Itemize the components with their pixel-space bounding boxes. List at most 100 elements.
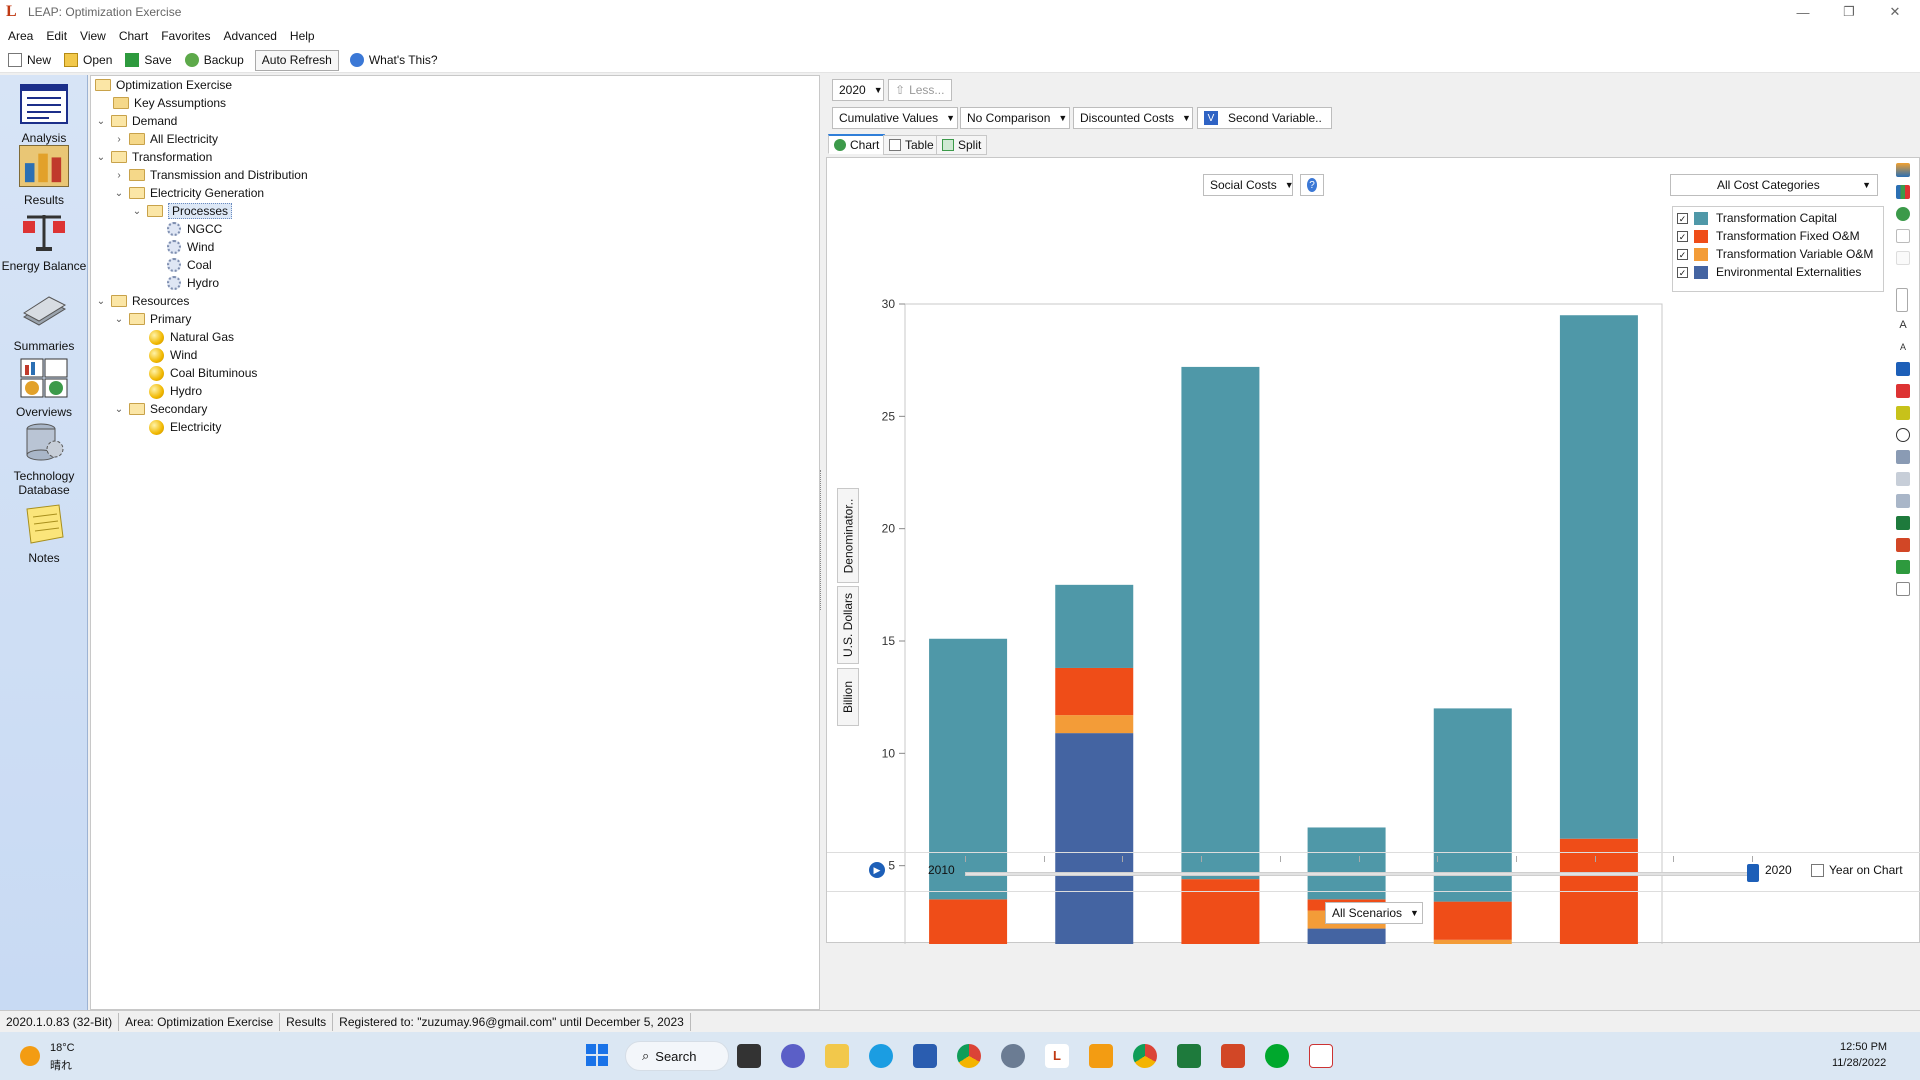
whats-this-button[interactable]: What's This? [348,50,440,71]
tree-node-coal-process[interactable]: Coal [167,256,212,274]
year-slider-track[interactable] [965,872,1752,876]
sidebar-item-energy-balance[interactable]: Energy Balance [0,211,88,273]
evernote-icon[interactable] [1265,1044,1289,1068]
edge-icon[interactable] [869,1044,893,1068]
weather-sun-icon[interactable] [20,1046,40,1066]
task-view-icon[interactable] [737,1044,761,1068]
copy-icon[interactable] [1896,450,1910,464]
scenarios-select[interactable]: All Scenarios ▼ [1325,902,1423,924]
tree-node-key-assumptions[interactable]: Key Assumptions [113,94,226,112]
tree-node-optimization-exercise[interactable]: Optimization Exercise [95,76,232,94]
tree-node-hydro-resource[interactable]: Hydro [149,382,202,400]
settings-wrench-icon[interactable] [1896,582,1910,596]
chat-icon[interactable] [781,1044,805,1068]
pie-chart-icon[interactable] [1896,207,1910,221]
tree-node-primary[interactable]: ⌄ Primary [113,310,192,328]
menu-advanced[interactable]: Advanced [223,29,277,43]
powerpoint-icon[interactable] [1896,538,1910,552]
vtab-billion[interactable]: Billion [837,668,859,726]
bar-chart-icon[interactable] [1896,185,1910,199]
chart-style-icon[interactable] [1896,362,1910,376]
sidebar-item-overviews[interactable]: Overviews [0,357,88,419]
tree-node-electricity[interactable]: Electricity [149,418,221,436]
legend-item[interactable]: ✓ Transformation Capital [1677,211,1837,225]
legend-item[interactable]: ✓ Transformation Variable O&M [1677,247,1873,261]
chart-help-button[interactable]: ? [1300,174,1324,196]
menu-view[interactable]: View [80,29,106,43]
chrome-profile-icon[interactable] [1133,1044,1157,1068]
legend-checkbox[interactable]: ✓ [1677,230,1688,242]
tab-chart[interactable]: Chart [828,134,886,154]
tree-node-coal-bituminous[interactable]: Coal Bituminous [149,364,257,382]
restore-button[interactable]: ❐ [1843,4,1855,19]
auto-refresh-button[interactable]: Auto Refresh [254,49,339,71]
legend-checkbox[interactable]: ✓ [1677,212,1688,224]
store-icon[interactable] [913,1044,937,1068]
social-costs-select[interactable]: Social Costs ▼ [1203,174,1294,196]
axis-icon[interactable] [1896,428,1910,442]
sidebar-item-results[interactable]: Results [0,145,88,207]
settings-icon[interactable] [1001,1044,1025,1068]
expand-chevron-icon[interactable]: › [117,133,121,145]
tree-node-wind-resource[interactable]: Wind [149,346,197,364]
year-select[interactable]: 2020 ▼ [832,79,884,101]
chart-type-icon[interactable] [1896,163,1910,177]
excel-icon[interactable] [1896,516,1910,530]
font-increase-icon[interactable]: A [1896,318,1910,332]
discounted-costs-select[interactable]: Discounted Costs ▼ [1073,107,1193,129]
collapse-chevron-icon[interactable]: ⌄ [96,151,106,163]
tree-node-all-electricity[interactable]: › All Electricity [113,130,218,148]
menu-edit[interactable]: Edit [46,29,68,43]
tree-node-resources[interactable]: ⌄ Resources [95,292,190,310]
tab-table[interactable]: Table [883,135,940,155]
legend-item[interactable]: ✓ Environmental Externalities [1677,265,1861,279]
sidebar-item-analysis[interactable]: Analysis [0,83,88,145]
cost-categories-select[interactable]: All Cost Categories ▼ [1670,174,1878,196]
sidebar-item-technology-database[interactable]: Technology Database [0,421,88,497]
collapse-chevron-icon[interactable]: ⌄ [132,205,142,217]
backup-button[interactable]: Backup [183,50,246,71]
sidebar-item-summaries[interactable]: Summaries [0,291,88,353]
tree-node-hydro-process[interactable]: Hydro [167,274,219,292]
collapse-chevron-icon[interactable]: ⌄ [114,403,124,415]
snipping-tool-icon[interactable] [1309,1044,1333,1068]
grid-icon[interactable] [1896,384,1910,398]
print-icon[interactable] [1896,472,1910,486]
taskbar-search[interactable]: ⌕ Search [625,1041,729,1071]
3d-view-icon[interactable] [1896,251,1910,265]
sidebar-item-notes[interactable]: Notes [0,503,88,565]
second-variable-button[interactable]: V Second Variable.. [1197,107,1332,129]
tree-node-processes[interactable]: ⌄ Processes [131,202,233,220]
menu-area[interactable]: Area [8,29,34,43]
expand-chevron-icon[interactable]: › [117,169,121,181]
new-button[interactable]: New [6,50,53,71]
export-icon[interactable] [1896,494,1910,508]
save-button[interactable]: Save [123,50,173,71]
tree-node-electricity-generation[interactable]: ⌄ Electricity Generation [113,184,264,202]
tree-node-demand[interactable]: ⌄ Demand [95,112,178,130]
play-icon[interactable]: ▶ [869,862,885,878]
collapse-chevron-icon[interactable]: ⌄ [96,115,106,127]
vtab-us-dollars[interactable]: U.S. Dollars [837,586,859,664]
legend-checkbox[interactable]: ✓ [1677,248,1688,260]
log-scale-icon[interactable] [1896,288,1908,312]
data-labels-icon[interactable] [1896,406,1910,420]
collapse-chevron-icon[interactable]: ⌄ [114,313,124,325]
start-icon[interactable] [586,1044,608,1066]
less-button[interactable]: ⇧ Less... [888,79,952,101]
chrome-icon[interactable] [957,1044,981,1068]
vtab-denominator[interactable]: Denominator.. [837,488,859,583]
year-on-chart-checkbox[interactable] [1811,864,1824,877]
legend-item[interactable]: ✓ Transformation Fixed O&M [1677,229,1860,243]
year-slider-thumb[interactable] [1747,864,1759,882]
menu-chart[interactable]: Chart [118,29,149,43]
leap-taskbar-icon[interactable]: L [1045,1044,1069,1068]
collapse-chevron-icon[interactable]: ⌄ [96,295,106,307]
file-explorer-icon[interactable] [825,1044,849,1068]
close-button[interactable]: ✕ [1889,4,1901,19]
app-orange-icon[interactable] [1089,1044,1113,1068]
3d-toggle-icon[interactable] [1896,229,1910,243]
excel-taskbar-icon[interactable] [1177,1044,1201,1068]
cumulative-values-select[interactable]: Cumulative Values ▼ [832,107,958,129]
tree-node-transformation[interactable]: ⌄ Transformation [95,148,212,166]
